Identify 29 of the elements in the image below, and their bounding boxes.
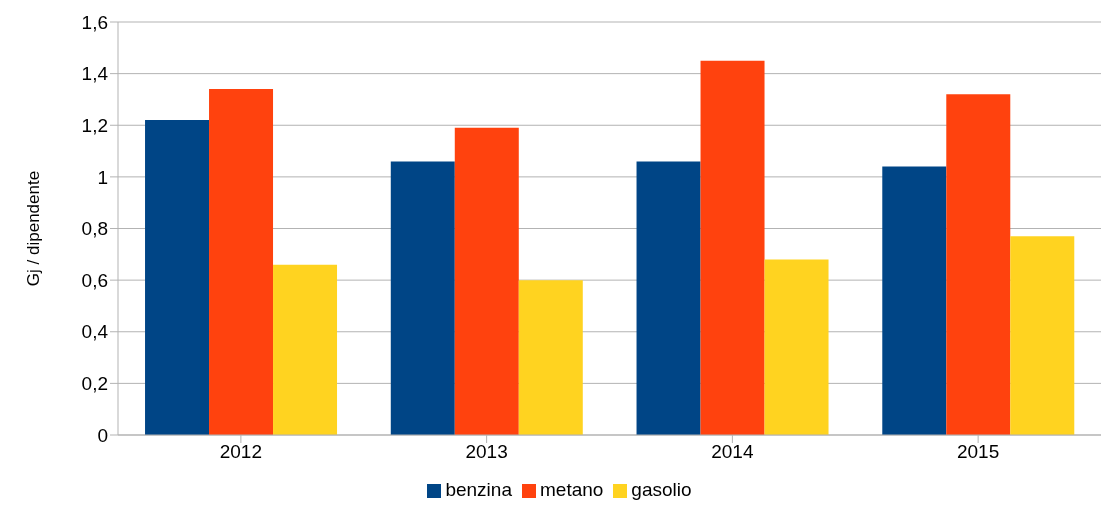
legend-label: metano: [539, 479, 604, 500]
bar: [145, 120, 210, 435]
y-tick-label: 0,8: [81, 218, 108, 240]
y-axis-title: Gj / dipendente: [24, 170, 44, 287]
bar: [209, 89, 274, 435]
y-tick-label: 1,2: [81, 115, 108, 136]
legend-label: benzina: [445, 479, 512, 500]
bar: [273, 264, 338, 435]
y-tick-label: 1: [97, 166, 108, 188]
bar: [390, 161, 455, 435]
bar: [764, 259, 829, 435]
legend-label: gasolio: [631, 479, 692, 500]
y-tick-label: 0: [97, 424, 108, 446]
bar: [454, 127, 519, 435]
x-tick-label: 2012: [219, 441, 263, 463]
x-tick-label: 2014: [711, 441, 754, 463]
bar: [946, 94, 1011, 435]
y-tick-label: 1,6: [81, 11, 108, 33]
bar: [1010, 236, 1075, 435]
y-tick-label: 0,2: [81, 373, 108, 395]
x-tick-label: 2013: [465, 441, 508, 463]
x-tick-label: 2015: [956, 441, 1000, 463]
bar: [636, 161, 701, 435]
bar: [518, 280, 583, 435]
y-tick-label: 0,6: [81, 269, 108, 291]
bar: [882, 166, 947, 435]
y-tick-label: 1,4: [81, 63, 109, 85]
bar: [700, 60, 765, 435]
y-tick-label: 0,4: [81, 321, 109, 343]
